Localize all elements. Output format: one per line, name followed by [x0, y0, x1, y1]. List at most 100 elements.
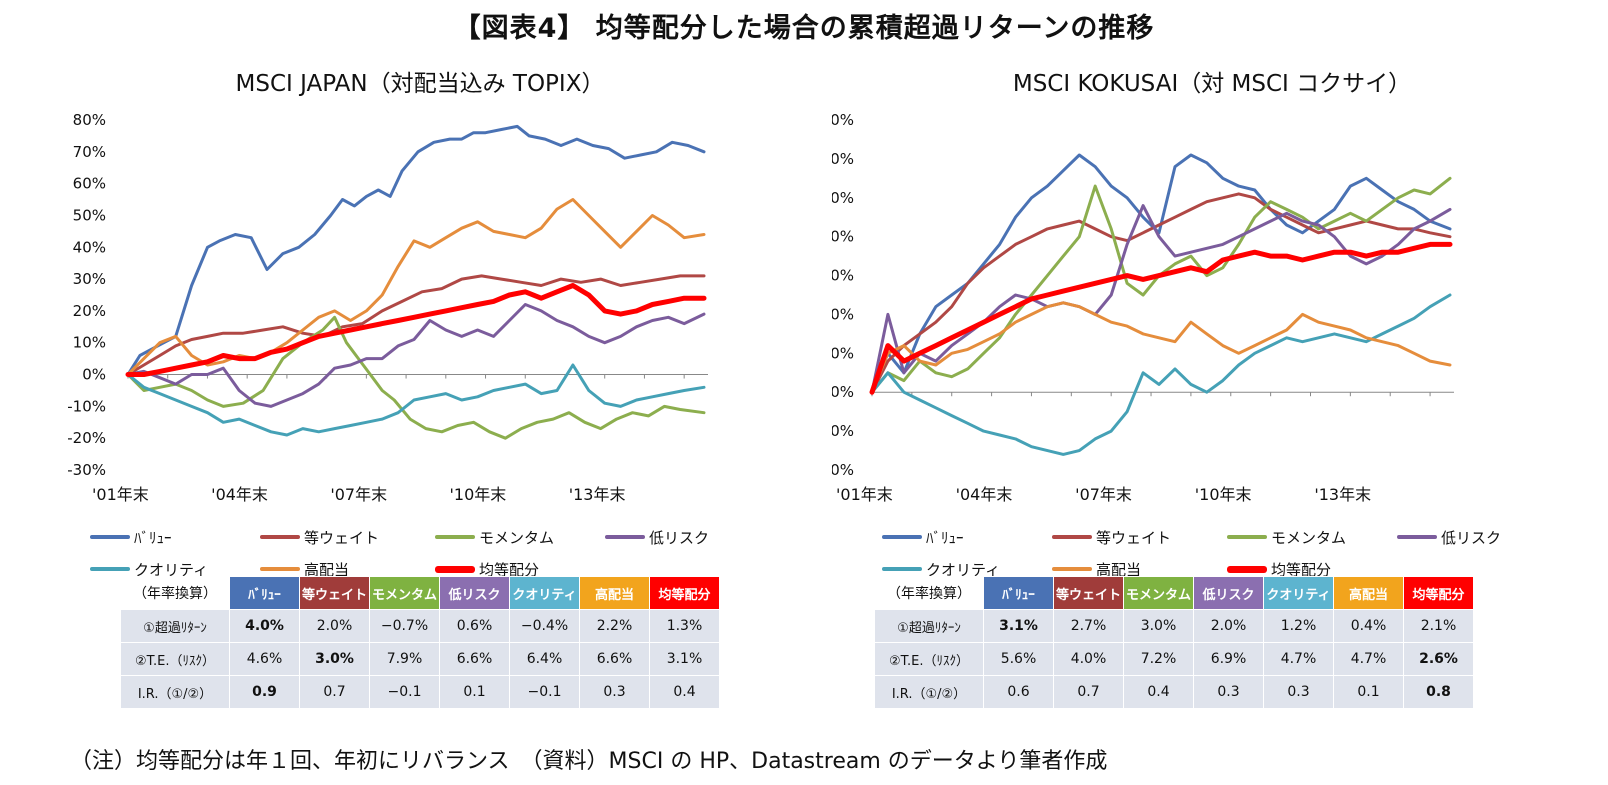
line-chart-kokusai: 70% 60% 50% 40% 30% 20% 10% 0% -10% -20% '01年末 '04年… [832, 111, 1454, 504]
table-cell: 0.9 [229, 675, 300, 709]
japan-x-tick-label: '01年末 [92, 485, 149, 504]
legend-swatch [882, 535, 922, 539]
legend-label: クオリティ [134, 560, 209, 579]
kokusai-y-tick-label: 70% [832, 111, 854, 129]
table-cell: 0.1 [1333, 675, 1404, 709]
kokusai-y-tick-label: -10% [832, 422, 854, 440]
table-cell: 2.2% [579, 609, 650, 643]
table-cell: 4.0% [229, 609, 300, 643]
table-header-cell: クオリティ [1263, 576, 1334, 610]
japan-series-balanced [125, 283, 707, 377]
table-cell: 2.0% [1193, 609, 1264, 643]
kokusai-series-quality [870, 293, 1452, 456]
legend-swatch [1052, 535, 1092, 539]
kokusai-series-high-dividend [870, 301, 1452, 394]
kokusai-y-tick-label: 60% [832, 150, 854, 168]
legend-item-balanced: 均等配分 [1227, 558, 1331, 580]
table-cell: 0.6 [983, 675, 1054, 709]
table-header-cell: 高配当 [579, 576, 650, 610]
legend-swatch [1227, 565, 1267, 573]
legend-item-equal-weight: 等ウェイト [260, 526, 379, 548]
legend-item-value: ﾊﾞﾘｭｰ [882, 526, 964, 548]
table-cell: −0.1 [509, 675, 580, 709]
table-cell: 1.2% [1263, 609, 1334, 643]
table-cell: 0.4% [1333, 609, 1404, 643]
table-cell: 0.8 [1403, 675, 1474, 709]
legend-item-quality: クオリティ [882, 558, 1000, 580]
table-cell: 6.4% [509, 642, 580, 676]
kokusai-y-tick-label: -20% [832, 461, 854, 479]
table-cell: 0.3 [1193, 675, 1264, 709]
table-cell: 4.7% [1263, 642, 1334, 676]
table-cell: −0.7% [369, 609, 440, 643]
table-header-cell: 均等配分 [649, 576, 720, 610]
japan-x-tick-label: '07年末 [330, 485, 387, 504]
table-cell: 5.6% [983, 642, 1054, 676]
legend-item-quality: クオリティ [90, 558, 208, 580]
table-header-cell: 低リスク [1193, 576, 1264, 610]
japan-y-tick-label: -10% [67, 397, 106, 415]
table-row-label: I.R.（①/②） [120, 675, 230, 709]
table-row-label: ①超過ﾘﾀｰﾝ [120, 609, 230, 643]
table-header-cell: 等ウェイト [299, 576, 370, 610]
table-cell: 2.0% [299, 609, 370, 643]
table-header-cell: 均等配分 [1403, 576, 1474, 610]
legend-japan: ﾊﾞﾘｭｰ 等ウェイト モメンタム 低リスク クオリティ 高配当 均等配分 [90, 526, 790, 590]
legend-swatch [1397, 535, 1437, 539]
stats-table-japan: （年率換算） ﾊﾞﾘｭｰ 等ウェイト モメンタム 低リスク クオリティ 高配当 均等配分 ①超過… [120, 576, 720, 709]
table-header-cell: モメンタム [369, 576, 440, 610]
table-cell: 0.4 [649, 675, 720, 709]
table-corner-label: （年率換算） [120, 576, 230, 610]
footnote: （注）均等配分は年１回、年初にリバランス （資料）MSCI の HP、Datas… [70, 749, 1108, 774]
legend-label: 等ウェイト [1096, 528, 1172, 547]
legend-label: クオリティ [926, 560, 1001, 579]
table-cell: 0.7 [299, 675, 370, 709]
table-header-cell: ﾊﾞﾘｭｰ [983, 576, 1054, 610]
table-cell: 0.3 [1263, 675, 1334, 709]
legend-item-high-dividend: 高配当 [1052, 558, 1141, 580]
table-cell: 0.6% [439, 609, 510, 643]
japan-y-tick-label: 50% [73, 206, 106, 224]
kokusai-x-tick-label: '01年末 [836, 485, 893, 504]
kokusai-y-tick-label: 20% [832, 305, 854, 323]
kokusai-x-tick-label: '07年末 [1075, 485, 1132, 504]
legend-item-equal-weight: 等ウェイト [1052, 526, 1171, 548]
chart-title-japan: MSCI JAPAN（対配当込み TOPIX） [235, 71, 605, 97]
table-row: ②T.E.（ﾘｽｸ） 5.6% 4.0% 7.2% 6.9% 4.7% 4.7% 2.6% [874, 642, 1474, 676]
stats-table-kokusai: （年率換算） ﾊﾞﾘｭｰ 等ウェイト モメンタム 低リスク クオリティ 高配当 均等配分 ①超過… [874, 576, 1474, 709]
legend-label: 均等配分 [1271, 560, 1332, 579]
legend-label: モメンタム [479, 528, 555, 547]
legend-item-value: ﾊﾞﾘｭｰ [90, 526, 172, 548]
japan-series-high-dividend [126, 198, 706, 376]
table-row: I.R.（①/②） 0.9 0.7 −0.1 0.1 −0.1 0.3 0.4 [120, 675, 720, 709]
chart-panel-japan: MSCI JAPAN（対配当込み TOPIX） 80% 70% 60% 50% 40% 3… [40, 60, 800, 730]
table-cell: 7.9% [369, 642, 440, 676]
table-header-cell: ﾊﾞﾘｭｰ [229, 576, 300, 610]
table-cell: 4.6% [229, 642, 300, 676]
kokusai-series-momentum [870, 176, 1452, 394]
japan-series-equal-weight [126, 274, 706, 376]
kokusai-x-tick-label: '04年末 [956, 485, 1013, 504]
table-cell: 3.1% [983, 609, 1054, 643]
legend-item-momentum: モメンタム [1227, 526, 1346, 548]
legend-item-balanced: 均等配分 [435, 558, 539, 580]
japan-series-quality [126, 363, 706, 437]
japan-x-tick-label: '04年末 [211, 485, 268, 504]
legend-swatch [260, 567, 300, 571]
kokusai-series-equal-weight [870, 192, 1452, 394]
table-cell: 4.7% [1333, 642, 1404, 676]
kokusai-x-tick-label: '13年末 [1314, 485, 1371, 504]
table-cell: 3.0% [299, 642, 370, 676]
line-chart-japan: 80% 70% 60% 50% 40% 30% 20% 10% 0% -10% -20% -30% '0… [67, 111, 708, 504]
table-row: I.R.（①/②） 0.6 0.7 0.4 0.3 0.3 0.1 0.8 [874, 675, 1474, 709]
legend-swatch [260, 535, 300, 539]
legend-label: ﾊﾞﾘｭｰ [134, 528, 172, 547]
japan-y-tick-label: 10% [73, 334, 106, 352]
japan-series-momentum [126, 315, 706, 440]
legend-swatch [435, 535, 475, 539]
japan-y-tick-label: 60% [73, 175, 106, 193]
table-cell: 3.0% [1123, 609, 1194, 643]
japan-y-tick-label: 0% [82, 366, 106, 384]
legend-kokusai: ﾊﾞﾘｭｰ 等ウェイト モメンタム 低リスク クオリティ 高配当 均等配分 [882, 526, 1582, 590]
kokusai-series-low-risk [870, 204, 1452, 394]
